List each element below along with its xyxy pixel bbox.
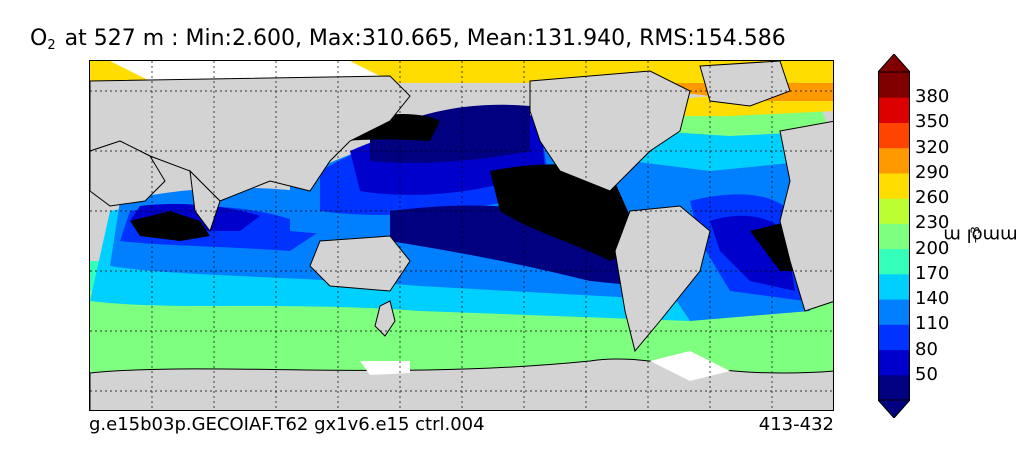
colorbar-tick-label: 260 [915,187,950,209]
year-range: 413-432 [758,414,834,435]
map-svg [90,61,833,410]
colorbar-segments [878,71,910,401]
case-name: g.e15b03p.GECOIAF.T62 gx1v6.e15 ctrl.004 [89,414,485,435]
colorbar-tick-label: 140 [915,288,950,310]
ocean-oxygen-map [89,60,834,411]
colorbar-segment [878,198,910,224]
colorbar-tick-label: 50 [915,363,938,385]
colorbar-segment [878,299,910,325]
antarctic-shelf-white-2 [360,361,410,375]
colorbar [878,54,910,418]
colorbar-tick-label: 200 [915,237,950,259]
title-stats: at 527 m : Min:2.600, Max:310.665, Mean:… [57,26,786,51]
plot-title: O2 at 527 m : Min:2.600, Max:310.665, Me… [30,26,786,53]
colorbar-tick-label: 290 [915,161,950,183]
colorbar-tick-label: 380 [915,86,950,108]
land-arabia [90,140,166,207]
colorbar-segment [878,97,910,123]
colorbar-tick-label: 80 [915,338,938,360]
colorbar-segment [878,122,910,149]
land-south-america [614,205,711,353]
colorbar-tick-label: 110 [915,313,950,335]
land-greenland [699,61,791,107]
colorbar-segment [878,324,910,351]
colorbar-tick-label: 320 [915,136,950,158]
colorbar-segment [878,72,910,98]
colorbar-tick-label: 230 [915,212,950,234]
land-africa-europe [779,120,833,312]
units-base: mmol m [942,224,1017,246]
colorbar-segment [878,374,910,401]
land-new-zealand [374,300,396,337]
colorbar-segment [878,147,910,174]
graticule [90,61,833,410]
land-india [189,169,221,233]
colorbar-tick-label: 350 [915,111,950,133]
arabian-sea-omz [130,211,210,241]
colorbar-max-arrow [878,54,910,73]
antarctic-shelf-white [650,351,730,381]
tropical-pacific-band [390,205,690,291]
colorbar-min-arrow [878,399,910,418]
colorbar-segment [878,248,910,275]
colorbar-segment [878,223,910,250]
land-north-america [529,70,691,192]
colorbar-segment [878,349,910,376]
land-australia [309,235,411,292]
colorbar-units: mmol m −3 [943,170,1017,300]
colorbar-segment [878,273,910,300]
colorbar-tick-label: 170 [915,262,950,284]
title-subscript: 2 [47,38,56,53]
colorbar-segment [878,172,910,199]
title-variable: O [30,26,48,51]
